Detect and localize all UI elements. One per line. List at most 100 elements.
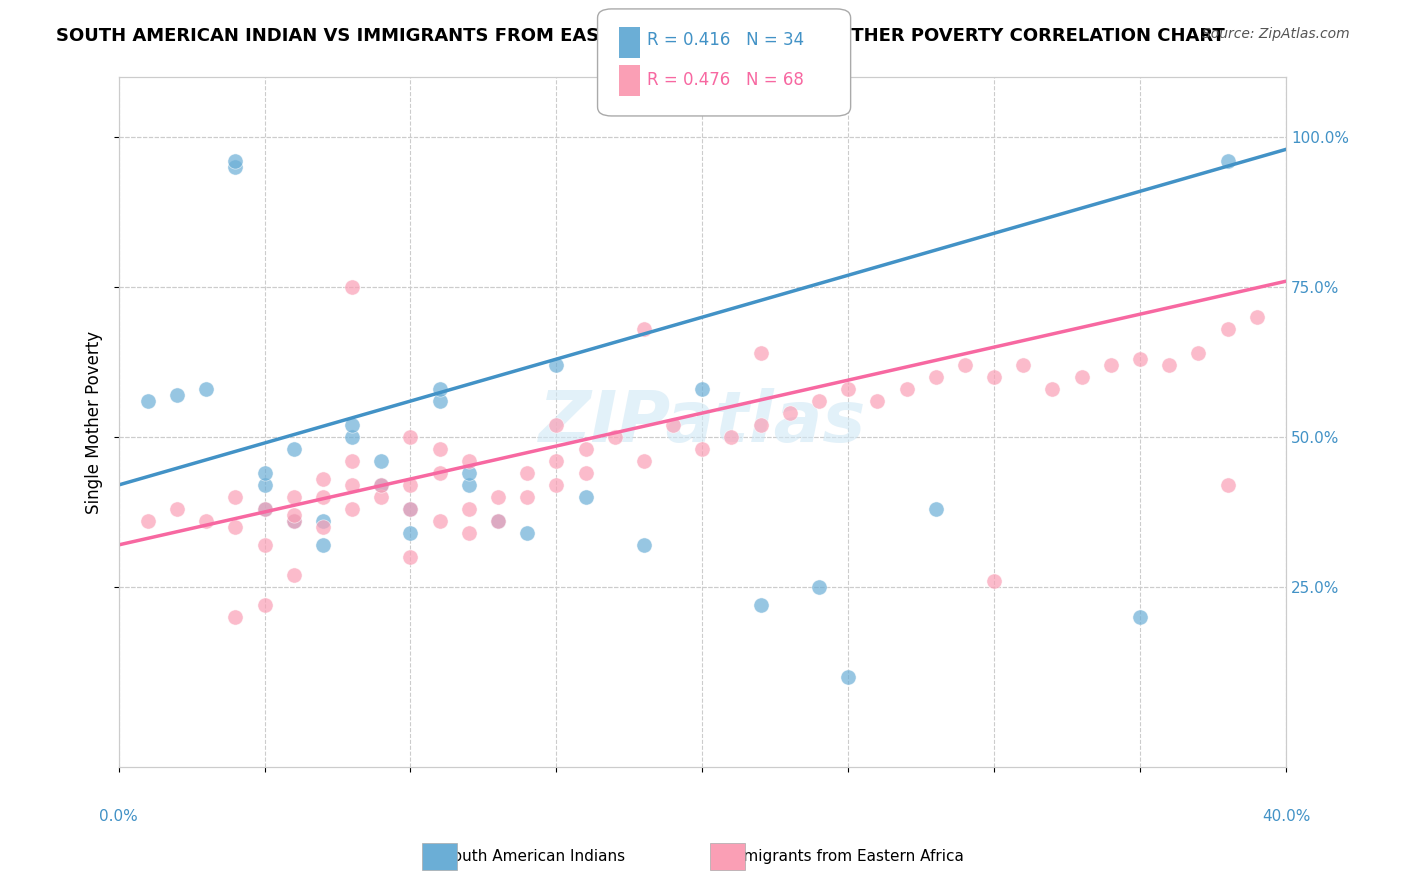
Point: [1159, 358, 1181, 372]
Point: [312, 514, 335, 528]
Point: [136, 514, 159, 528]
Point: [429, 466, 451, 480]
Point: [983, 574, 1005, 588]
Point: [546, 454, 568, 468]
Point: [1216, 478, 1239, 492]
Point: [224, 610, 246, 624]
Point: [195, 514, 218, 528]
Point: [749, 598, 772, 612]
Point: [1187, 346, 1209, 360]
Text: R = 0.476   N = 68: R = 0.476 N = 68: [647, 71, 804, 89]
Point: [925, 502, 948, 516]
Point: [486, 514, 509, 528]
Text: 40.0%: 40.0%: [1261, 809, 1310, 823]
Point: [224, 520, 246, 534]
Point: [662, 418, 685, 433]
Point: [340, 502, 363, 516]
Point: [546, 358, 568, 372]
Point: [283, 567, 305, 582]
Text: R = 0.416   N = 34: R = 0.416 N = 34: [647, 31, 804, 49]
Text: 0.0%: 0.0%: [100, 809, 138, 823]
Point: [983, 370, 1005, 384]
Point: [953, 358, 976, 372]
Point: [399, 502, 422, 516]
Point: [837, 382, 859, 396]
Point: [312, 520, 335, 534]
Point: [399, 430, 422, 444]
Point: [457, 525, 479, 540]
Point: [166, 502, 188, 516]
Point: [808, 580, 831, 594]
Point: [603, 430, 626, 444]
Point: [253, 502, 276, 516]
Point: [720, 430, 742, 444]
Point: [546, 418, 568, 433]
Point: [1012, 358, 1035, 372]
Point: [283, 514, 305, 528]
Point: [837, 670, 859, 684]
Point: [457, 454, 479, 468]
Point: [283, 490, 305, 504]
Point: [516, 466, 538, 480]
Point: [516, 525, 538, 540]
Point: [312, 538, 335, 552]
Point: [633, 322, 655, 336]
Point: [370, 478, 392, 492]
Point: [1042, 382, 1064, 396]
Y-axis label: Single Mother Poverty: Single Mother Poverty: [86, 331, 103, 514]
Point: [340, 280, 363, 294]
Point: [574, 466, 596, 480]
Point: [457, 466, 479, 480]
Text: Source: ZipAtlas.com: Source: ZipAtlas.com: [1202, 27, 1350, 41]
Point: [136, 394, 159, 409]
Text: SOUTH AMERICAN INDIAN VS IMMIGRANTS FROM EASTERN AFRICA SINGLE MOTHER POVERTY CO: SOUTH AMERICAN INDIAN VS IMMIGRANTS FROM…: [56, 27, 1225, 45]
Point: [690, 382, 713, 396]
Point: [340, 454, 363, 468]
Point: [399, 502, 422, 516]
Point: [253, 502, 276, 516]
Point: [370, 478, 392, 492]
Point: [224, 490, 246, 504]
Point: [749, 418, 772, 433]
Point: [399, 549, 422, 564]
Point: [516, 490, 538, 504]
Point: [1099, 358, 1122, 372]
Point: [633, 538, 655, 552]
Point: [429, 514, 451, 528]
Point: [283, 514, 305, 528]
Point: [429, 382, 451, 396]
Point: [340, 418, 363, 433]
Point: [224, 161, 246, 175]
Point: [253, 466, 276, 480]
Point: [1129, 610, 1152, 624]
Point: [253, 598, 276, 612]
Point: [546, 478, 568, 492]
Point: [283, 442, 305, 456]
Point: [1246, 310, 1268, 325]
Point: [166, 388, 188, 402]
Point: [253, 478, 276, 492]
Point: [429, 442, 451, 456]
Point: [370, 454, 392, 468]
Point: [486, 490, 509, 504]
Point: [457, 502, 479, 516]
Point: [925, 370, 948, 384]
Point: [808, 394, 831, 409]
Point: [312, 472, 335, 486]
Text: Immigrants from Eastern Africa: Immigrants from Eastern Africa: [724, 849, 963, 863]
Point: [224, 154, 246, 169]
Text: South American Indians: South American Indians: [443, 849, 626, 863]
Point: [195, 382, 218, 396]
Point: [312, 490, 335, 504]
Point: [370, 490, 392, 504]
Point: [690, 442, 713, 456]
Point: [399, 525, 422, 540]
Point: [866, 394, 889, 409]
Point: [1216, 322, 1239, 336]
Point: [1070, 370, 1092, 384]
Point: [340, 430, 363, 444]
Point: [779, 406, 801, 420]
Point: [749, 346, 772, 360]
Point: [253, 538, 276, 552]
Point: [1129, 352, 1152, 367]
